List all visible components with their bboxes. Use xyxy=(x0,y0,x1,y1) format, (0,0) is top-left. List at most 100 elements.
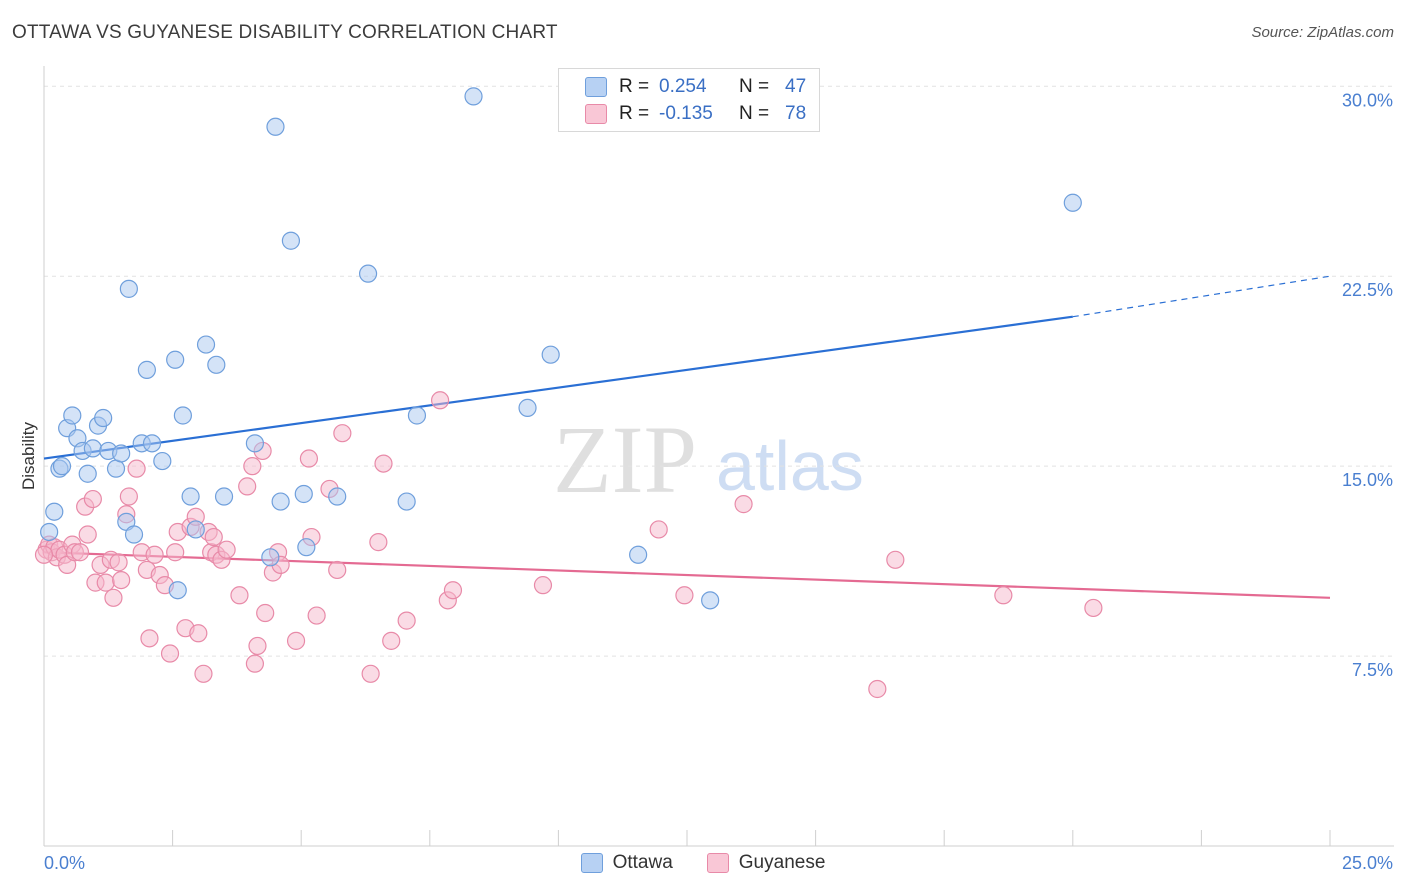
ottawa-point[interactable] xyxy=(196,335,216,354)
guyanese-point[interactable] xyxy=(397,611,416,630)
guyanese-point[interactable] xyxy=(533,576,553,595)
guyanese-point[interactable] xyxy=(361,664,380,683)
guyanese-point[interactable] xyxy=(675,586,694,605)
guyanese-point[interactable] xyxy=(328,560,347,580)
legend-n-value: 78 xyxy=(785,103,807,124)
ottawa-point[interactable] xyxy=(166,350,185,369)
guyanese-point[interactable] xyxy=(286,631,306,650)
ottawa-trend-extension xyxy=(1072,275,1331,318)
ottawa-point[interactable] xyxy=(45,502,64,521)
ottawa-point[interactable] xyxy=(297,538,316,557)
ottawa-point[interactable] xyxy=(281,231,301,250)
guyanese-point[interactable] xyxy=(34,545,54,564)
guyanese-point[interactable] xyxy=(78,525,97,544)
ottawa-swatch xyxy=(585,77,607,97)
ottawa-point[interactable] xyxy=(271,492,290,511)
ottawa-point[interactable] xyxy=(186,520,205,539)
ottawa-point[interactable] xyxy=(119,279,138,298)
ottawa-point[interactable] xyxy=(407,406,427,425)
ottawa-point[interactable] xyxy=(106,459,126,478)
ottawa-point[interactable] xyxy=(173,406,192,425)
guyanese-point[interactable] xyxy=(243,457,262,476)
ottawa-point[interactable] xyxy=(328,487,347,506)
guyanese-point[interactable] xyxy=(238,477,257,496)
ottawa-point[interactable] xyxy=(94,408,113,428)
ottawa-point[interactable] xyxy=(629,545,648,564)
guyanese-point[interactable] xyxy=(307,606,326,625)
guyanese-point[interactable] xyxy=(230,586,249,605)
ottawa-point[interactable] xyxy=(52,457,72,476)
ottawa-point[interactable] xyxy=(294,484,313,504)
ottawa-point[interactable] xyxy=(358,264,378,283)
ottawa-point[interactable] xyxy=(168,581,187,600)
ottawa-point[interactable] xyxy=(78,464,97,483)
guyanese-point[interactable] xyxy=(140,629,159,648)
ottawa-point[interactable] xyxy=(261,548,280,567)
guyanese-point[interactable] xyxy=(994,586,1013,605)
guyanese-point[interactable] xyxy=(374,454,393,473)
ottawa-point[interactable] xyxy=(142,434,162,453)
guyanese-point[interactable] xyxy=(443,581,463,600)
source-note: Source: ZipAtlas.com xyxy=(1251,24,1394,41)
ottawa-point[interactable] xyxy=(181,487,200,506)
ottawa-point[interactable] xyxy=(153,451,172,471)
ottawa-point[interactable] xyxy=(518,398,537,417)
guyanese-point[interactable] xyxy=(166,543,185,562)
ottawa-point[interactable] xyxy=(83,439,102,458)
guyanese-point[interactable] xyxy=(248,636,267,656)
y-tick-label: 22.5% xyxy=(1342,280,1393,300)
guyanese-point[interactable] xyxy=(70,543,90,562)
legend-r-label: R = xyxy=(619,76,650,97)
watermark-zip: ZIP xyxy=(553,406,697,513)
ottawa-point[interactable] xyxy=(137,360,156,379)
guyanese-point[interactable] xyxy=(256,603,275,623)
ottawa-point[interactable] xyxy=(464,87,483,106)
guyanese-point[interactable] xyxy=(127,459,146,478)
guyanese-point[interactable] xyxy=(96,573,115,592)
guyanese-point[interactable] xyxy=(333,424,352,443)
data-points xyxy=(34,87,1103,699)
guyanese-point[interactable] xyxy=(189,624,208,643)
ottawa-point[interactable] xyxy=(245,434,265,453)
ottawa-swatch xyxy=(580,853,603,873)
ottawa-point[interactable] xyxy=(63,406,82,425)
legend-item-guyanese[interactable]: Guyanese xyxy=(706,852,825,874)
x-tick-label: 25.0% xyxy=(1342,853,1393,873)
guyanese-point[interactable] xyxy=(868,679,887,699)
ottawa-point[interactable] xyxy=(207,355,226,374)
ottawa-point[interactable] xyxy=(1063,193,1082,212)
guyanese-point[interactable] xyxy=(382,631,401,650)
guyanese-point[interactable] xyxy=(649,520,668,539)
guyanese-point[interactable] xyxy=(734,495,753,514)
ottawa-point[interactable] xyxy=(214,487,234,506)
ottawa-point[interactable] xyxy=(541,345,560,364)
guyanese-point[interactable] xyxy=(194,664,213,683)
guyanese-point[interactable] xyxy=(83,489,102,509)
guyanese-point[interactable] xyxy=(109,553,128,572)
guyanese-point[interactable] xyxy=(145,545,164,564)
guyanese-point[interactable] xyxy=(204,527,223,547)
guyanese-point[interactable] xyxy=(430,391,450,410)
ottawa-point[interactable] xyxy=(40,522,59,542)
guyanese-point[interactable] xyxy=(1084,598,1103,618)
ottawa-point[interactable] xyxy=(266,117,285,136)
guyanese-point[interactable] xyxy=(104,588,123,607)
guyanese-point[interactable] xyxy=(299,449,319,468)
y-tick-label: 30.0% xyxy=(1342,90,1393,110)
legend-r-value: -0.135 xyxy=(659,103,713,124)
ottawa-point[interactable] xyxy=(397,492,416,511)
guyanese-trend-line xyxy=(43,551,1331,599)
guyanese-point[interactable] xyxy=(217,540,236,559)
legend-r-value: 0.254 xyxy=(659,76,707,97)
guyanese-point[interactable] xyxy=(119,487,138,506)
guyanese-point[interactable] xyxy=(369,533,388,552)
guyanese-point[interactable] xyxy=(160,644,180,663)
guyanese-point[interactable] xyxy=(245,654,265,673)
legend-item-ottawa[interactable]: Ottawa xyxy=(580,852,673,874)
ottawa-point[interactable] xyxy=(112,444,131,463)
guyanese-point[interactable] xyxy=(886,550,905,569)
ottawa-point[interactable] xyxy=(124,525,144,544)
guyanese-point[interactable] xyxy=(112,570,131,590)
legend-n-value: 47 xyxy=(785,76,807,97)
ottawa-point[interactable] xyxy=(701,591,720,610)
